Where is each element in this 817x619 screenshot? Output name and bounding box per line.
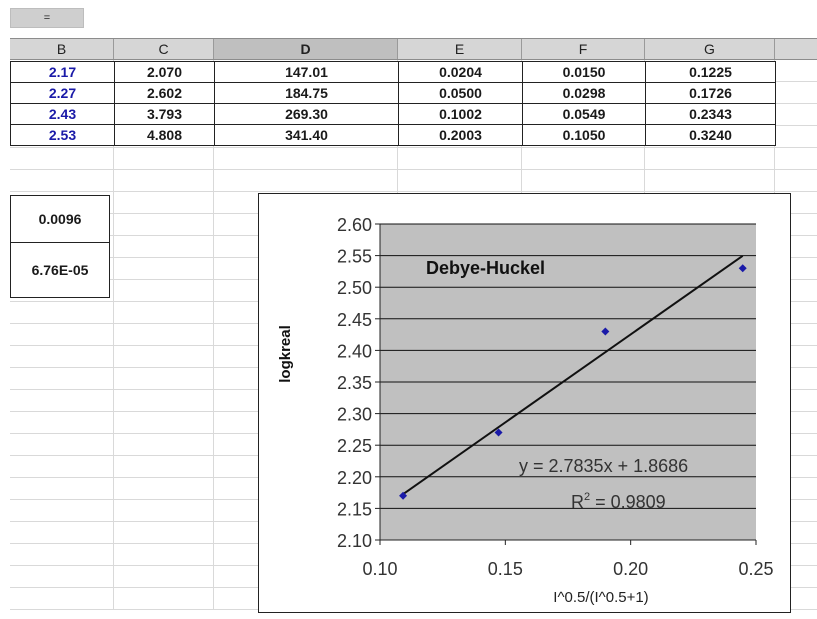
cell[interactable]: 0.1050 [522,124,646,146]
data-point [494,428,503,437]
cell[interactable]: 0.0150 [522,61,646,83]
cell[interactable]: 0.2003 [398,124,523,146]
chart-title: Debye-Huckel [426,258,545,278]
column-header-c[interactable]: C [114,39,214,59]
y-tick-label: 2.60 [337,215,372,235]
y-tick-label: 2.15 [337,499,372,519]
name-box[interactable]: = [10,8,84,28]
y-tick-label: 2.55 [337,247,372,267]
cell[interactable]: 0.1225 [645,61,776,83]
data-point [738,264,747,273]
cell[interactable]: 2.27 [10,82,115,104]
column-header-e[interactable]: E [398,39,522,59]
y-ticks: 2.10 2.15 2.20 2.25 2.30 2.35 2.40 2.45 2.50 2.55… [337,215,380,551]
cell[interactable]: 341.40 [214,124,399,146]
y-tick-label: 2.30 [337,405,372,425]
cell[interactable]: 0.0298 [522,82,646,104]
column-header-g[interactable]: G [645,39,775,59]
calc-cell[interactable]: 6.76E-05 [10,242,110,298]
y-axis-label: logkreal [277,325,294,383]
cell[interactable]: 184.75 [214,82,399,104]
table-row: 2.27 2.602 184.75 0.0500 0.0298 0.1726 [10,82,776,104]
data-table: 2.17 2.070 147.01 0.0204 0.0150 0.1225 2… [10,61,776,146]
grid [380,223,756,541]
cell[interactable]: 2.17 [10,61,115,83]
y-tick-label: 2.40 [337,341,372,361]
cell[interactable]: 0.3240 [645,124,776,146]
x-axis-label: I^0.5/(I^0.5+1) [553,589,648,606]
cell[interactable]: 0.0204 [398,61,523,83]
table-row: 2.17 2.070 147.01 0.0204 0.0150 0.1225 [10,61,776,83]
table-row: 2.43 3.793 269.30 0.1002 0.0549 0.2343 [10,103,776,125]
y-tick-label: 2.45 [337,310,372,330]
cell[interactable]: 2.53 [10,124,115,146]
column-header-b[interactable]: B [10,39,114,59]
x-tick-label: 0.10 [362,559,397,579]
table-row: 2.53 4.808 341.40 0.2003 0.1050 0.3240 [10,124,776,146]
y-tick-label: 2.35 [337,373,372,393]
gridline [113,60,114,610]
cell[interactable]: 0.1726 [645,82,776,104]
data-point [399,491,408,500]
gridline [213,60,214,610]
cell[interactable]: 0.0549 [522,103,646,125]
cell[interactable]: 0.0500 [398,82,523,104]
y-tick-label: 2.20 [337,468,372,488]
trendline-equation: y = 2.7835x + 1.8686 [519,456,688,476]
calc-cell[interactable]: 0.0096 [10,195,110,243]
cell[interactable]: 147.01 [214,61,399,83]
cell[interactable]: 2.43 [10,103,115,125]
chart[interactable]: 2.10 2.15 2.20 2.25 2.30 2.35 2.40 2.45 2.50 2.55… [258,193,791,613]
data-points [399,264,747,500]
cell[interactable]: 0.1002 [398,103,523,125]
x-tick-label: 0.20 [613,559,648,579]
cell[interactable]: 4.808 [114,124,215,146]
cell[interactable]: 2.602 [114,82,215,104]
trendline [402,254,744,495]
y-tick-label: 2.50 [337,278,372,298]
cell[interactable]: 0.2343 [645,103,776,125]
x-ticks: 0.10 0.15 0.20 0.25 [362,540,774,579]
x-tick-label: 0.15 [488,559,523,579]
y-tick-label: 2.10 [337,531,372,551]
cell[interactable]: 2.070 [114,61,215,83]
cell[interactable]: 3.793 [114,103,215,125]
chart-svg: 2.10 2.15 2.20 2.25 2.30 2.35 2.40 2.45 2.50 2.55… [277,215,774,606]
column-header-f[interactable]: F [522,39,645,59]
y-tick-label: 2.25 [337,436,372,456]
cell[interactable]: 269.30 [214,103,399,125]
x-tick-label: 0.25 [738,559,773,579]
data-point [601,327,610,336]
column-header-row: B C D E F G [10,38,817,60]
r-squared-label: R2 = 0.9809 [571,491,666,512]
column-header-d[interactable]: D [214,39,398,59]
